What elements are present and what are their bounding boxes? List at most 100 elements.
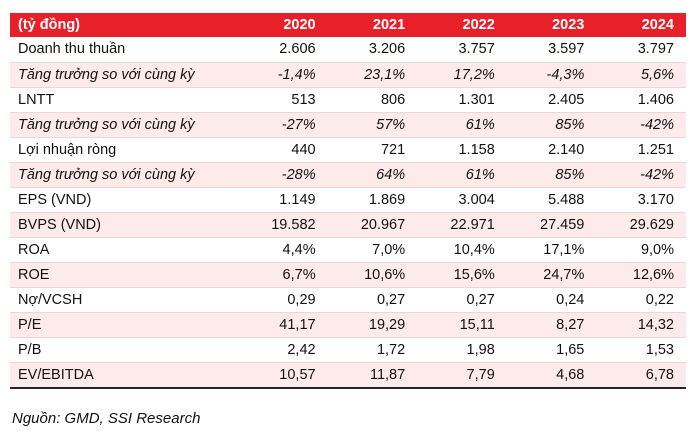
row-value: 1.149 [238, 187, 328, 213]
row-value: 7,79 [417, 362, 507, 389]
row-value: 10,4% [417, 237, 507, 263]
row-value: 61% [417, 112, 507, 138]
row-value: 6,78 [596, 362, 686, 389]
row-value: 2.140 [506, 137, 597, 163]
row-value: 8,27 [506, 312, 597, 338]
table-row: Tăng trưởng so với cùng kỳ -1,4% 23,1% 17,2… [10, 62, 686, 88]
row-value: 5.488 [506, 187, 597, 213]
row-value: 4,4% [238, 237, 328, 263]
row-value: 19,29 [327, 312, 418, 338]
row-value: 1.406 [596, 87, 686, 113]
row-value: 64% [327, 162, 418, 188]
row-value: 57% [327, 112, 418, 138]
row-value: 5,6% [596, 62, 686, 88]
table-header: (tỷ đồng) 2020 2021 2022 2023 2024 [10, 13, 686, 37]
row-value: 1.251 [596, 137, 686, 163]
row-label: Tăng trưởng so với cùng kỳ [10, 112, 238, 138]
row-value: 23,1% [327, 62, 418, 88]
row-value: 3.170 [596, 187, 686, 213]
row-value: 1.869 [327, 187, 418, 213]
row-value: 27.459 [506, 212, 597, 238]
row-value: 17,1% [506, 237, 597, 263]
row-value: 17,2% [417, 62, 507, 88]
row-value: 15,11 [417, 312, 507, 338]
row-value: 806 [327, 87, 418, 113]
row-value: 3.206 [327, 37, 418, 63]
row-value: 3.757 [417, 37, 507, 63]
row-label: BVPS (VND) [10, 212, 238, 238]
table-row: Tăng trưởng so với cùng kỳ -27% 57% 61% 85% -… [10, 112, 686, 138]
row-value: -28% [238, 162, 328, 188]
row-label: EV/EBITDA [10, 362, 238, 389]
row-value: 22.971 [417, 212, 507, 238]
row-label: P/B [10, 337, 238, 363]
row-label: Lợi nhuận ròng [10, 137, 238, 163]
row-value: 0,24 [506, 287, 597, 313]
table-row: Lợi nhuận ròng 440 721 1.158 2.140 1.251 [10, 137, 686, 163]
year-column-header: 2022 [417, 13, 507, 37]
row-label: Tăng trưởng so với cùng kỳ [10, 62, 238, 88]
year-column-header: 2021 [327, 13, 418, 37]
row-value: 14,32 [596, 312, 686, 338]
row-value: -27% [238, 112, 328, 138]
row-value: 15,6% [417, 262, 507, 288]
row-value: -42% [596, 112, 686, 138]
row-value: 20.967 [327, 212, 418, 238]
row-value: 41,17 [238, 312, 328, 338]
table-row: Tăng trưởng so với cùng kỳ -28% 64% 61% 85% -… [10, 162, 686, 188]
row-value: 3.597 [506, 37, 597, 63]
row-value: 4,68 [506, 362, 597, 389]
row-value: 1.301 [417, 87, 507, 113]
row-label: P/E [10, 312, 238, 338]
row-value: 0,27 [327, 287, 418, 313]
row-value: 11,87 [327, 362, 418, 389]
row-value: 7,0% [327, 237, 418, 263]
table-row: ROA 4,4% 7,0% 10,4% 17,1% 9,0% [10, 237, 686, 263]
table-row: EPS (VND) 1.149 1.869 3.004 5.488 3.170 [10, 187, 686, 213]
row-value: -1,4% [238, 62, 328, 88]
row-value: 2.405 [506, 87, 597, 113]
row-label: ROA [10, 237, 238, 263]
row-value: 10,6% [327, 262, 418, 288]
source-note: Nguồn: GMD, SSI Research [12, 409, 201, 427]
year-column-header: 2024 [596, 13, 686, 37]
row-label: ROE [10, 262, 238, 288]
row-value: 19.582 [238, 212, 328, 238]
row-value: 1,98 [417, 337, 507, 363]
table-header-row: (tỷ đồng) 2020 2021 2022 2023 2024 [10, 13, 686, 37]
row-value: -42% [596, 162, 686, 188]
row-value: 12,6% [596, 262, 686, 288]
table-body: Doanh thu thuần 2.606 3.206 3.757 3.597 3.797… [10, 37, 686, 389]
row-value: 3.004 [417, 187, 507, 213]
year-column-header: 2020 [238, 13, 328, 37]
row-value: 721 [327, 137, 418, 163]
row-value: 0,29 [238, 287, 328, 313]
row-value: 9,0% [596, 237, 686, 263]
row-label: Tăng trưởng so với cùng kỳ [10, 162, 238, 188]
row-value: 1,72 [327, 337, 418, 363]
row-value: 1.158 [417, 137, 507, 163]
table-row: ROE 6,7% 10,6% 15,6% 24,7% 12,6% [10, 262, 686, 288]
table-row: Nợ/VCSH 0,29 0,27 0,27 0,24 0,22 [10, 287, 686, 313]
row-value: 2,42 [238, 337, 328, 363]
row-value: 1,53 [596, 337, 686, 363]
row-value: 440 [238, 137, 328, 163]
table-row: P/B 2,42 1,72 1,98 1,65 1,53 [10, 337, 686, 363]
row-value: 0,22 [596, 287, 686, 313]
table-row: EV/EBITDA 10,57 11,87 7,79 4,68 6,78 [10, 362, 686, 389]
financial-summary-table: (tỷ đồng) 2020 2021 2022 2023 2024 Doanh thu … [10, 13, 686, 389]
table-row: BVPS (VND) 19.582 20.967 22.971 27.459 29.629 [10, 212, 686, 238]
table-row: LNTT 513 806 1.301 2.405 1.406 [10, 87, 686, 113]
row-value: -4,3% [506, 62, 597, 88]
row-value: 85% [506, 112, 597, 138]
row-value: 3.797 [596, 37, 686, 63]
year-column-header: 2023 [506, 13, 597, 37]
row-value: 2.606 [238, 37, 328, 63]
row-value: 29.629 [596, 212, 686, 238]
row-value: 61% [417, 162, 507, 188]
row-value: 10,57 [238, 362, 328, 389]
row-value: 1,65 [506, 337, 597, 363]
table-row: P/E 41,17 19,29 15,11 8,27 14,32 [10, 312, 686, 338]
row-label: EPS (VND) [10, 187, 238, 213]
